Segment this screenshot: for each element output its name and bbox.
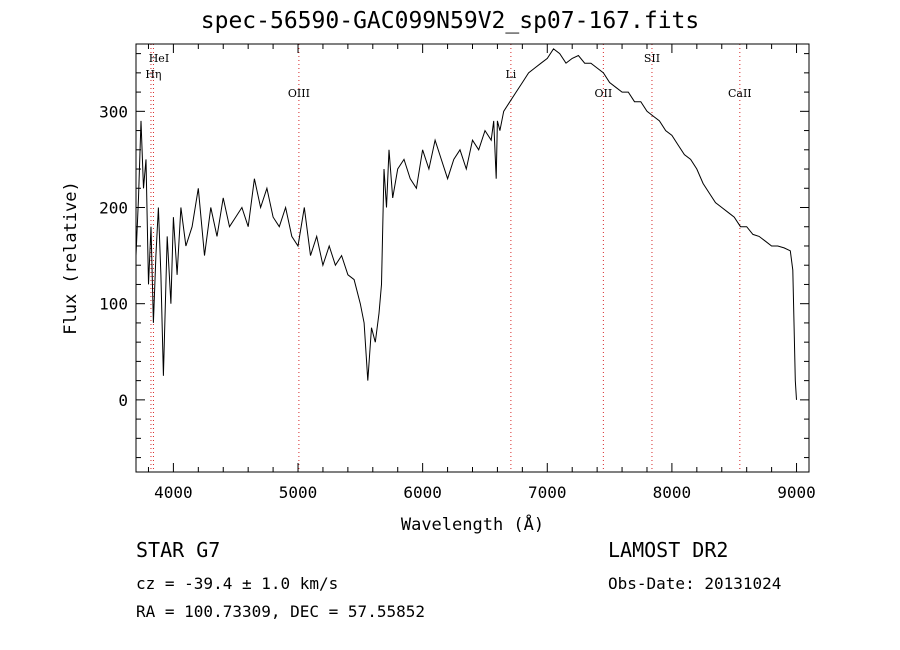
y-tick-label: 200 <box>99 199 128 218</box>
line-marker-label: OIII <box>288 87 310 100</box>
obs-date: Obs-Date: 20131024 <box>608 574 782 593</box>
y-tick-label: 100 <box>99 295 128 314</box>
line-marker-label: Hη <box>145 68 161 81</box>
y-axis-label: Flux (relative) <box>61 181 81 335</box>
plot-frame <box>135 43 810 473</box>
spectrum-line <box>135 48 797 400</box>
axis-ticks-layer <box>136 44 809 472</box>
object-class: STAR G7 <box>136 538 221 562</box>
y-tick-label: 0 <box>118 391 128 410</box>
line-marker-labels-layer: HeI Hη OIII Li OII SII CaII <box>145 52 751 100</box>
line-marker-label: Li <box>505 68 516 81</box>
x-tick-label: 9000 <box>777 483 816 502</box>
coordinates: RA = 100.73309, DEC = 57.55852 <box>136 602 425 621</box>
line-markers-layer <box>150 44 741 472</box>
x-tick-label: 7000 <box>528 483 567 502</box>
x-axis-label: Wavelength (Å) <box>401 513 544 535</box>
survey-name: LAMOST DR2 <box>608 538 729 562</box>
x-tick-label: 6000 <box>403 483 442 502</box>
x-tick-label: 8000 <box>653 483 692 502</box>
tick-labels-layer: 4000 5000 6000 7000 8000 9000 0 100 200 300 <box>99 102 816 502</box>
line-marker-label: CaII <box>728 87 752 100</box>
x-tick-label: 4000 <box>154 483 193 502</box>
line-marker-label: SII <box>644 52 660 65</box>
y-tick-label: 300 <box>99 102 128 121</box>
x-tick-label: 5000 <box>279 483 318 502</box>
line-marker-label: OII <box>595 87 613 100</box>
line-marker-label: HeI <box>149 52 169 65</box>
chart-title: spec-56590-GAC099N59V2_sp07-167.fits <box>200 8 700 34</box>
redshift-info: cz = -39.4 ± 1.0 km/s <box>136 574 339 593</box>
